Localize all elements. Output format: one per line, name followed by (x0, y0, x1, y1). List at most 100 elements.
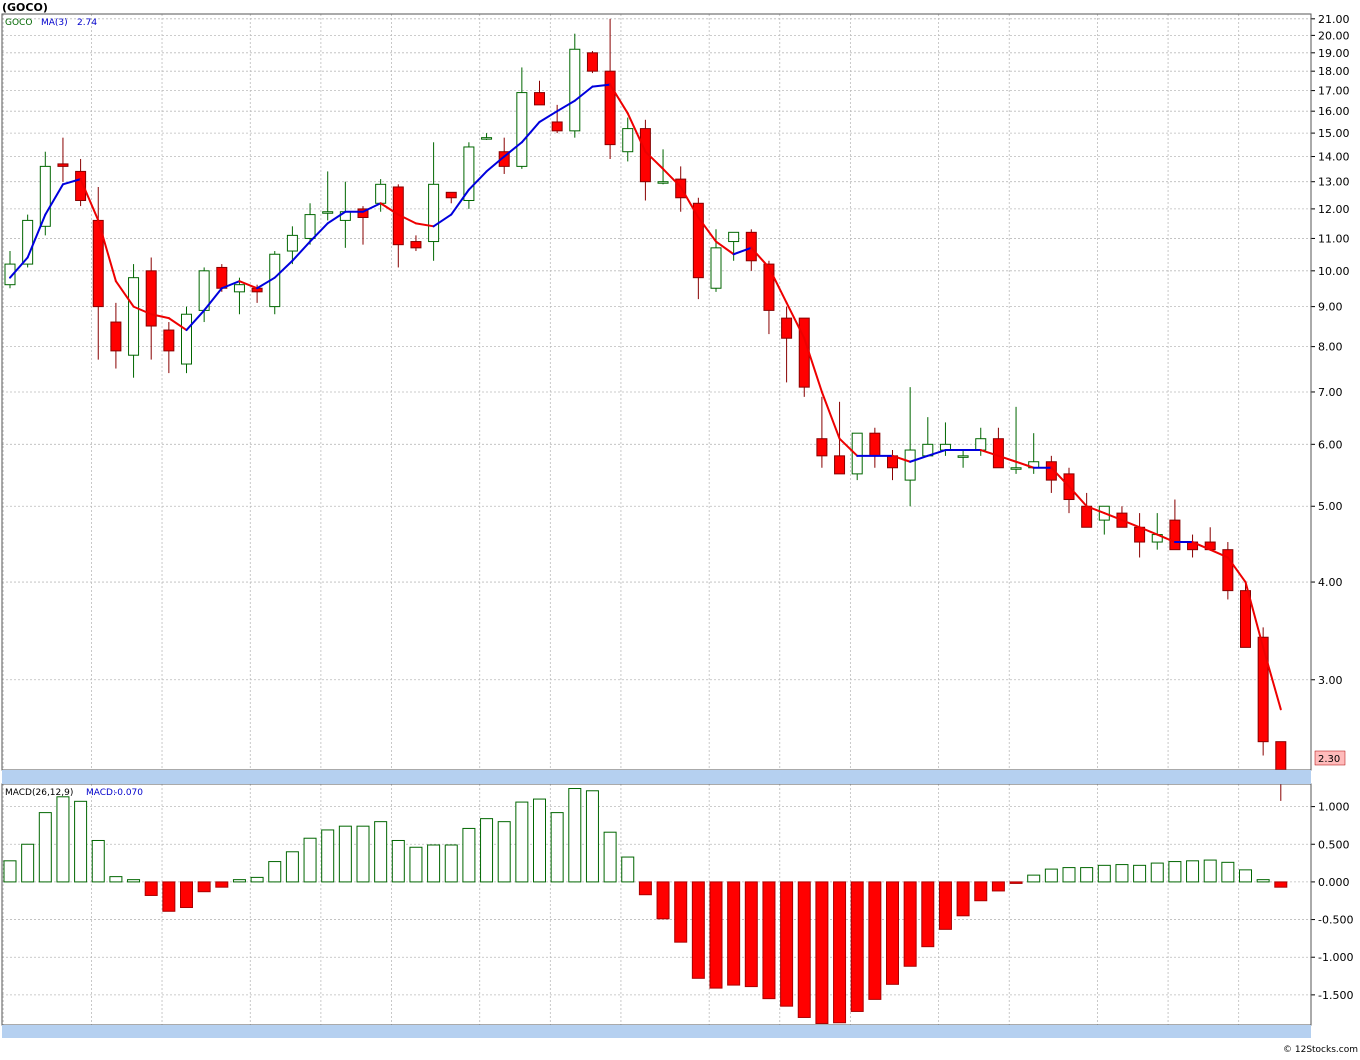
price-ytick-label: 6.00 (1318, 438, 1343, 451)
ma-line-segment (220, 280, 241, 290)
macd-bar (250, 876, 264, 883)
ma-line-segment (44, 183, 64, 216)
ma-legend-label: MA(3) (41, 18, 68, 28)
ma-line-segment (450, 188, 470, 216)
ma-legend-value: 2.74 (77, 18, 97, 28)
ma-line-segment (203, 287, 223, 312)
candle-body (304, 214, 316, 239)
macd-legend-title: MACD(26,12,9) (5, 788, 73, 798)
candle-body (22, 219, 34, 265)
ma-line-segment (485, 155, 506, 173)
candle-body (1045, 461, 1057, 481)
macd-bar (1221, 861, 1235, 883)
price-ytick-label: 4.00 (1318, 576, 1343, 589)
candle-body (851, 432, 863, 475)
macd-bar (533, 798, 546, 883)
price-ytick-label: 15.00 (1318, 127, 1350, 140)
macd-bar (197, 881, 211, 893)
macd-bar (797, 881, 811, 1018)
ma-line-segment (520, 120, 541, 144)
ma-line-segment (1138, 526, 1159, 536)
macd-ytick-label: 0.500 (1318, 838, 1350, 851)
ma-line-segment (291, 240, 312, 262)
macd-bar (833, 881, 847, 1024)
ma-line-segment (397, 213, 417, 225)
macd-bar (215, 881, 229, 888)
candle-body (551, 121, 563, 132)
macd-bar (285, 851, 299, 883)
macd-bar (1027, 874, 1041, 883)
macd-ytick-label: -0.500 (1318, 914, 1353, 927)
ma-line-segment (679, 185, 700, 219)
price-ytick-label: 7.00 (1318, 386, 1343, 399)
candle-body (445, 191, 457, 199)
ma-line-segment (273, 259, 294, 279)
ma-line-segment (556, 99, 576, 113)
ma-line-segment (750, 246, 770, 269)
ma-line-segment (432, 213, 453, 228)
price-ytick-label: 19.00 (1318, 47, 1350, 60)
candle-body (604, 70, 616, 146)
candle-body (834, 455, 846, 475)
candle-body (233, 284, 245, 293)
candle-body (728, 231, 740, 243)
macd-bar (74, 800, 88, 883)
macd-ytick-label: 0.000 (1318, 876, 1350, 889)
macd-bar (462, 827, 476, 883)
candle-body (128, 277, 140, 356)
ma-line-segment (644, 150, 665, 170)
macd-bar (480, 818, 494, 883)
macd-bar (621, 856, 635, 883)
macd-bar (656, 881, 670, 920)
macd-bar (868, 881, 882, 1000)
macd-bar (232, 879, 246, 883)
ma-line-segment (1262, 646, 1282, 711)
ma-line-segment (114, 280, 135, 308)
candle-body (975, 438, 987, 451)
price-date-axis-bar (2, 770, 1311, 784)
macd-bar (1097, 864, 1111, 883)
candle-body (745, 231, 757, 262)
price-ytick-label: 9.00 (1318, 301, 1343, 314)
ma-line-segment (591, 83, 612, 88)
macd-bar (709, 881, 723, 989)
candle-body (516, 92, 528, 167)
price-ytick-label: 18.00 (1318, 65, 1350, 78)
ma-line-segment (1226, 556, 1247, 584)
candle-body (1169, 519, 1181, 551)
candle-body (816, 438, 828, 457)
macd-bar (674, 881, 688, 943)
ma-line-segment (573, 85, 594, 102)
candle-body (145, 270, 157, 327)
ma-line-segment (609, 83, 629, 115)
macd-bar (603, 831, 617, 883)
candle-body (1222, 549, 1234, 592)
macd-bar (638, 881, 652, 896)
ma-line-segment (785, 301, 806, 340)
ma-line-segment (979, 449, 1000, 457)
macd-bar (409, 846, 423, 883)
candle-body (1081, 505, 1093, 528)
ma-line-segment (1120, 519, 1141, 529)
macd-bar (691, 881, 705, 979)
macd-date-axis-bar (2, 1025, 1311, 1038)
macd-bar (1062, 867, 1076, 883)
ma-line-segment (1191, 541, 1212, 551)
macd-bar (56, 796, 70, 883)
copyright: © 12Stocks.com (1283, 1045, 1358, 1055)
candle-body (498, 151, 510, 167)
macd-bar (144, 881, 158, 896)
macd-legend-label: MACD: (86, 788, 116, 798)
macd-bar (374, 821, 388, 883)
candle-body (39, 165, 51, 227)
macd-bar (991, 881, 1005, 892)
candle-body (75, 170, 87, 202)
ma-line-segment (838, 437, 859, 457)
candle-body (763, 263, 775, 311)
macd-bar (568, 788, 582, 883)
candle-body (57, 163, 69, 167)
macd-bar (974, 881, 988, 902)
ma-line-segment (503, 141, 523, 158)
macd-bar (956, 881, 970, 917)
